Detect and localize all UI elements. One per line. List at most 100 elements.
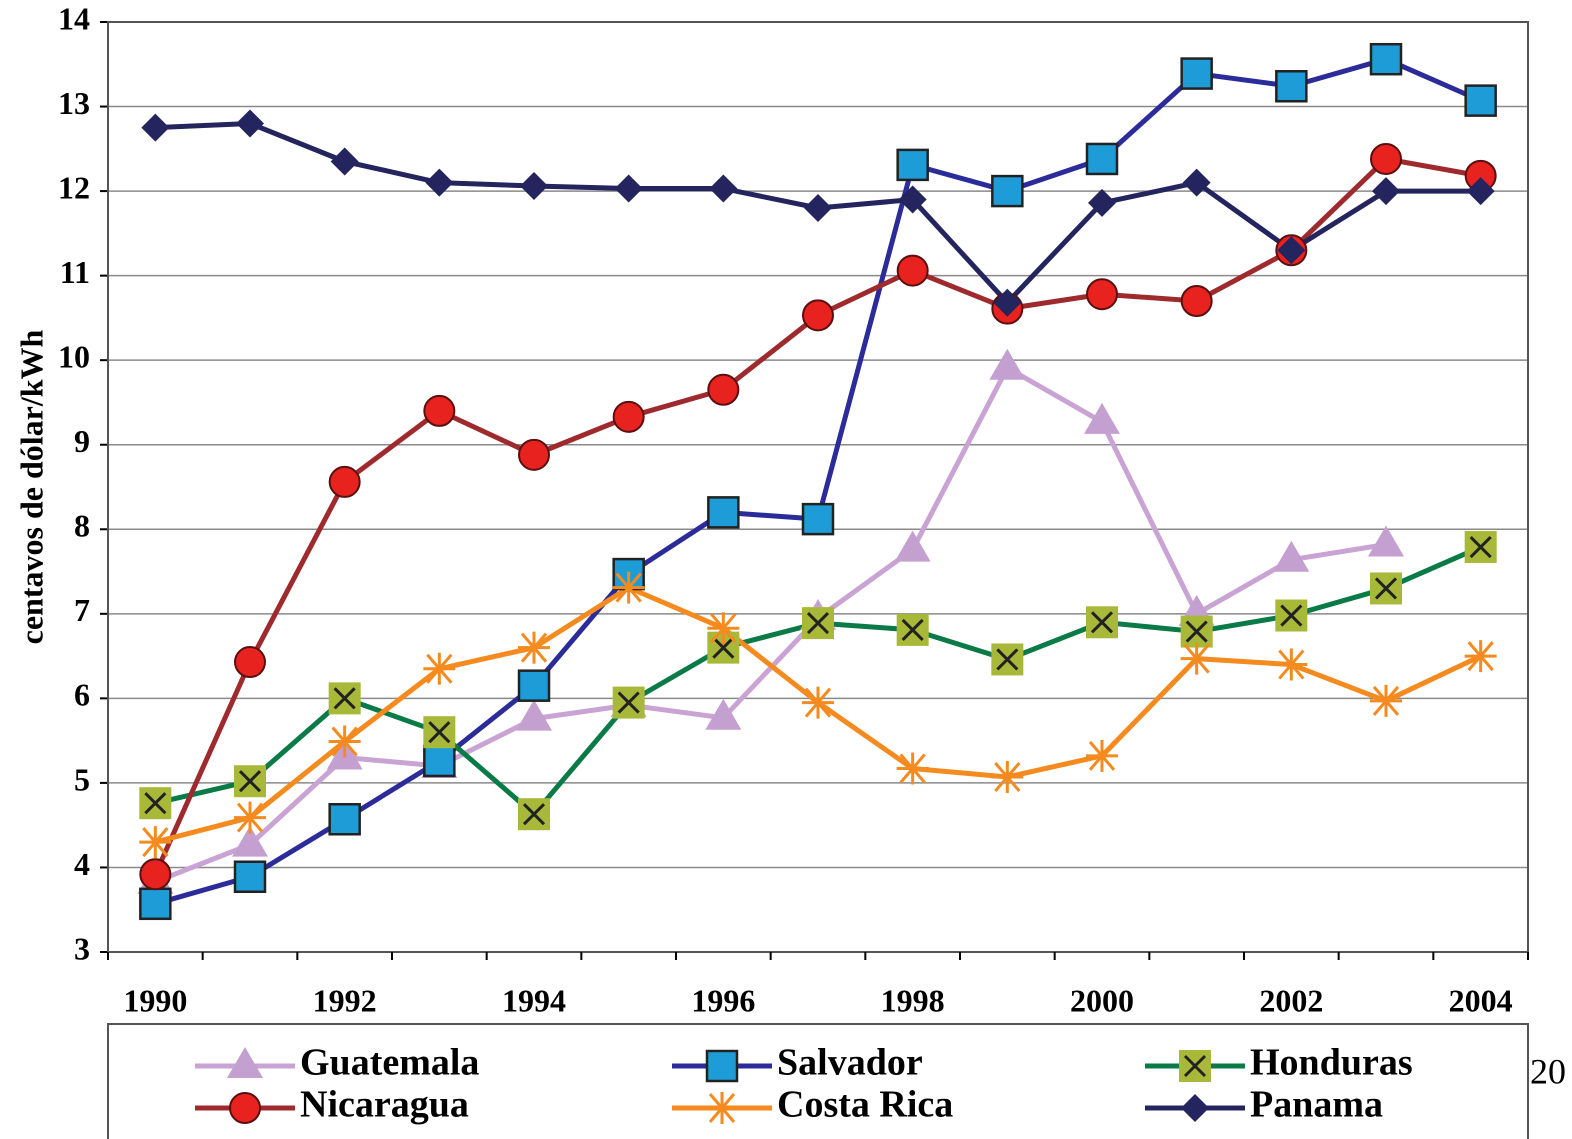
y-tick-label: 10 bbox=[58, 339, 90, 375]
marker bbox=[1180, 285, 1213, 317]
marker-shape bbox=[612, 571, 645, 604]
marker bbox=[1464, 84, 1497, 117]
marker bbox=[1086, 606, 1118, 639]
marker bbox=[991, 174, 1024, 208]
marker bbox=[612, 686, 645, 719]
marker bbox=[423, 716, 456, 749]
marker-shape bbox=[144, 792, 167, 815]
annotation: 20 bbox=[1530, 1051, 1566, 1091]
marker-shape bbox=[991, 174, 1024, 208]
marker bbox=[612, 571, 645, 604]
marker bbox=[1086, 278, 1118, 311]
marker bbox=[1180, 642, 1213, 675]
y-tick-label: 14 bbox=[58, 0, 90, 36]
marker-shape bbox=[423, 394, 456, 427]
marker bbox=[993, 288, 1022, 317]
marker-shape bbox=[328, 465, 361, 498]
marker-shape bbox=[894, 530, 931, 562]
marker-shape bbox=[898, 185, 927, 214]
marker bbox=[706, 1092, 738, 1124]
marker-shape bbox=[1275, 648, 1308, 681]
marker bbox=[804, 194, 832, 222]
marker bbox=[1466, 177, 1495, 206]
marker-shape bbox=[1088, 188, 1116, 217]
marker bbox=[705, 1049, 739, 1083]
legend-item: Nicaragua bbox=[195, 1084, 469, 1126]
marker-shape bbox=[234, 801, 266, 834]
marker bbox=[896, 613, 929, 646]
marker bbox=[328, 465, 361, 498]
marker bbox=[139, 787, 172, 820]
marker-shape bbox=[139, 858, 172, 891]
marker bbox=[1182, 168, 1211, 197]
x-tick-label: 1990 bbox=[123, 982, 187, 1018]
marker-shape bbox=[423, 744, 456, 778]
legend-label: Guatemala bbox=[300, 1042, 479, 1084]
legend-item: Panama bbox=[1145, 1084, 1383, 1126]
marker-shape bbox=[139, 887, 172, 921]
marker-shape bbox=[614, 174, 643, 203]
marker-shape bbox=[328, 803, 361, 836]
marker bbox=[423, 744, 456, 778]
marker bbox=[802, 686, 834, 719]
marker bbox=[1180, 57, 1213, 90]
marker-shape bbox=[989, 348, 1026, 380]
marker bbox=[139, 887, 172, 921]
marker-shape bbox=[236, 109, 264, 138]
marker-shape bbox=[330, 147, 359, 176]
marker bbox=[139, 858, 172, 891]
marker-shape bbox=[425, 168, 454, 197]
marker-shape bbox=[1180, 642, 1213, 675]
marker bbox=[517, 669, 551, 702]
marker bbox=[227, 1047, 263, 1078]
marker bbox=[802, 607, 834, 640]
y-tick-label: 8 bbox=[74, 508, 90, 544]
marker bbox=[1084, 402, 1120, 434]
marker-shape bbox=[1275, 70, 1308, 103]
y-tick-label: 3 bbox=[74, 930, 90, 966]
marker-shape bbox=[806, 612, 830, 635]
legend-label: Costa Rica bbox=[777, 1084, 953, 1126]
marker bbox=[520, 172, 548, 201]
marker bbox=[1275, 648, 1308, 681]
marker bbox=[896, 752, 929, 785]
marker bbox=[425, 168, 454, 197]
y-axis-label: centavos de dólar/kWh bbox=[13, 329, 49, 644]
marker-shape bbox=[227, 1047, 263, 1078]
marker bbox=[328, 682, 361, 715]
x-tick-label: 1994 bbox=[502, 982, 566, 1018]
marker-shape bbox=[1469, 535, 1492, 559]
marker bbox=[1464, 531, 1497, 564]
marker-shape bbox=[1370, 142, 1402, 175]
y-tick-label: 6 bbox=[74, 677, 90, 713]
marker bbox=[1368, 525, 1404, 557]
marker-shape bbox=[516, 699, 552, 731]
marker bbox=[423, 394, 456, 427]
marker bbox=[1464, 640, 1497, 673]
marker bbox=[234, 646, 266, 679]
marker bbox=[894, 530, 931, 562]
marker-shape bbox=[232, 825, 268, 857]
marker bbox=[612, 400, 645, 433]
marker-shape bbox=[1374, 577, 1398, 600]
marker-shape bbox=[707, 612, 740, 645]
marker bbox=[1370, 684, 1402, 717]
marker-shape bbox=[1086, 739, 1118, 772]
marker bbox=[709, 174, 738, 203]
legend-label: Honduras bbox=[1250, 1042, 1413, 1084]
marker-shape bbox=[612, 400, 645, 433]
marker bbox=[801, 502, 835, 536]
marker-shape bbox=[1180, 285, 1213, 317]
legend-item: Honduras bbox=[1145, 1042, 1413, 1084]
marker bbox=[1180, 615, 1213, 648]
marker bbox=[1369, 42, 1403, 76]
marker bbox=[1273, 540, 1310, 572]
marker-shape bbox=[1273, 540, 1310, 572]
legend-item: Costa Rica bbox=[672, 1084, 953, 1126]
marker bbox=[1277, 236, 1306, 265]
marker-shape bbox=[1181, 1094, 1209, 1122]
marker-shape bbox=[1372, 177, 1400, 206]
marker-shape bbox=[707, 496, 740, 529]
marker bbox=[1086, 739, 1118, 772]
marker bbox=[1275, 599, 1308, 632]
